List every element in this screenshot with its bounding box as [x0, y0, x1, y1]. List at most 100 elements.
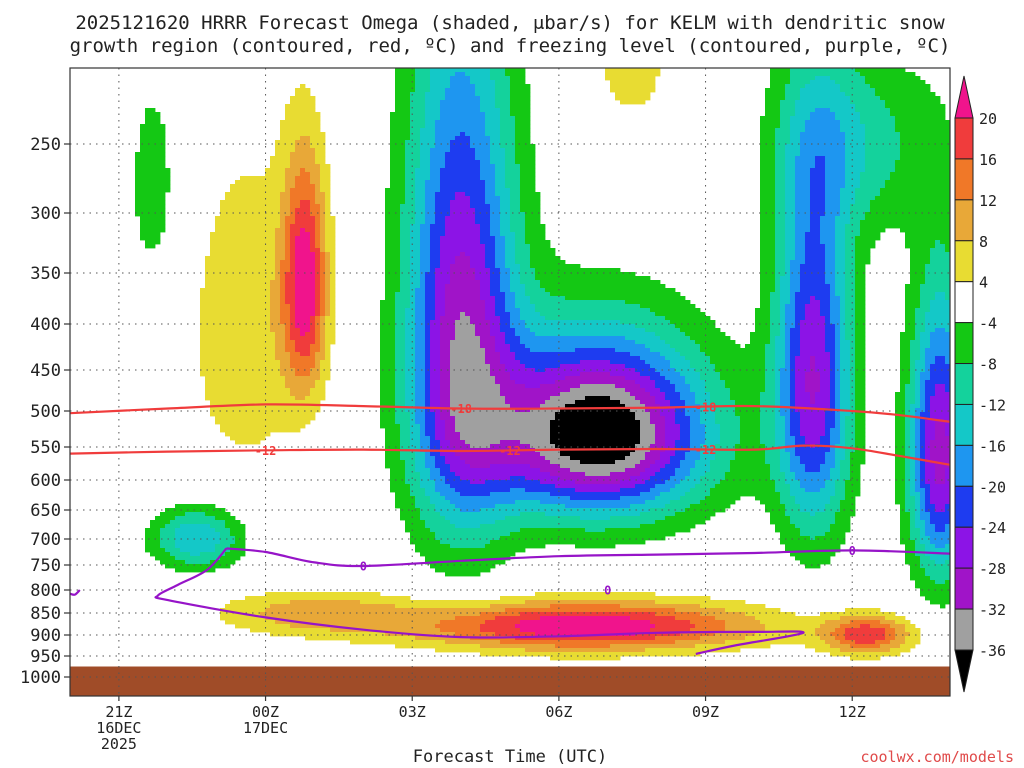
omega-cell [390, 128, 411, 133]
omega-cell [765, 456, 781, 461]
omega-cell [295, 396, 306, 401]
omega-cell [485, 120, 501, 125]
omega-cell [310, 136, 326, 141]
omega-cell [890, 648, 911, 653]
omega-cell [320, 284, 326, 289]
omega-cell [750, 340, 771, 345]
omega-cell [720, 428, 741, 433]
omega-cell [795, 244, 806, 249]
omega-cell [820, 636, 836, 641]
omega-cell [420, 436, 431, 441]
omega-cell [440, 380, 451, 385]
omega-cell [495, 236, 506, 241]
omega-cell [910, 576, 931, 581]
omega-cell [405, 320, 416, 325]
omega-cell [790, 132, 801, 137]
omega-cell [740, 440, 761, 445]
omega-cell [220, 208, 281, 213]
omega-cell [320, 176, 331, 181]
omega-cell [325, 312, 331, 317]
omega-cell [690, 384, 706, 389]
omega-cell [500, 144, 516, 149]
omega-cell [440, 540, 491, 545]
omega-cell [405, 524, 426, 529]
omega-cell [450, 484, 556, 489]
omega-cell [925, 456, 931, 461]
omega-cell [840, 356, 851, 361]
omega-cell [765, 460, 781, 465]
omega-cell [810, 392, 816, 397]
omega-cell [280, 288, 286, 293]
omega-cell [930, 376, 951, 381]
omega-cell [455, 324, 476, 329]
omega-cell [420, 144, 436, 149]
omega-cell [325, 292, 331, 297]
omega-cell [405, 168, 416, 173]
omega-cell [450, 380, 496, 385]
omega-cell [695, 368, 716, 373]
omega-cell [645, 456, 661, 461]
omega-cell [390, 144, 406, 149]
omega-cell [945, 472, 951, 477]
omega-cell [400, 236, 411, 241]
omega-cell [290, 228, 301, 233]
omega-cell [780, 532, 801, 537]
omega-cell [290, 320, 296, 325]
omega-cell [160, 536, 176, 541]
omega-cell [855, 332, 866, 337]
omega-cell [180, 524, 211, 529]
omega-cell [800, 268, 826, 273]
omega-cell [760, 148, 776, 153]
omega-cell [795, 392, 811, 397]
omega-cell [135, 160, 166, 165]
omega-cell [850, 204, 871, 209]
omega-cell [770, 332, 781, 337]
omega-cell [795, 476, 831, 481]
omega-cell [210, 236, 276, 241]
omega-cell [780, 100, 796, 105]
omega-cell [410, 276, 421, 281]
omega-cell [450, 204, 471, 209]
omega-cell [900, 388, 906, 393]
omega-cell [585, 396, 611, 401]
omega-cell [915, 368, 926, 373]
omega-cell [275, 240, 286, 245]
omega-cell [780, 452, 791, 457]
omega-cell [325, 284, 331, 289]
omega-cell [825, 248, 836, 253]
omega-cell [895, 480, 906, 485]
omega-cell [475, 220, 491, 225]
omega-cell [895, 416, 906, 421]
omega-cell [825, 460, 836, 465]
x-tick-label: 03Z [399, 703, 426, 721]
omega-cell [775, 284, 781, 289]
colorbar-bin [954, 485, 974, 528]
omega-cell [435, 648, 526, 653]
omega-cell [290, 352, 301, 357]
omega-cell [905, 452, 911, 457]
omega-cell [315, 264, 321, 269]
y-tick-label: 750 [30, 556, 61, 576]
omega-cell [295, 212, 311, 217]
omega-cell [445, 456, 461, 461]
watermark[interactable]: coolwx.com/models [860, 748, 1014, 766]
omega-cell [855, 300, 866, 305]
omega-cell [425, 124, 436, 129]
omega-cell [785, 92, 801, 97]
omega-cell [805, 644, 831, 649]
omega-cell [915, 436, 921, 441]
omega-cell [160, 512, 186, 517]
omega-cell [925, 320, 951, 325]
omega-cell [520, 340, 636, 345]
omega-cell [700, 408, 716, 413]
omega-cell [290, 308, 296, 313]
omega-cell [330, 276, 336, 281]
omega-cell [830, 632, 846, 637]
omega-cell [280, 120, 321, 125]
omega-cell [320, 320, 326, 325]
omega-cell [455, 472, 551, 477]
omega-cell [715, 408, 736, 413]
omega-cell [145, 112, 161, 117]
omega-cell [905, 388, 916, 393]
omega-cell [795, 396, 811, 401]
